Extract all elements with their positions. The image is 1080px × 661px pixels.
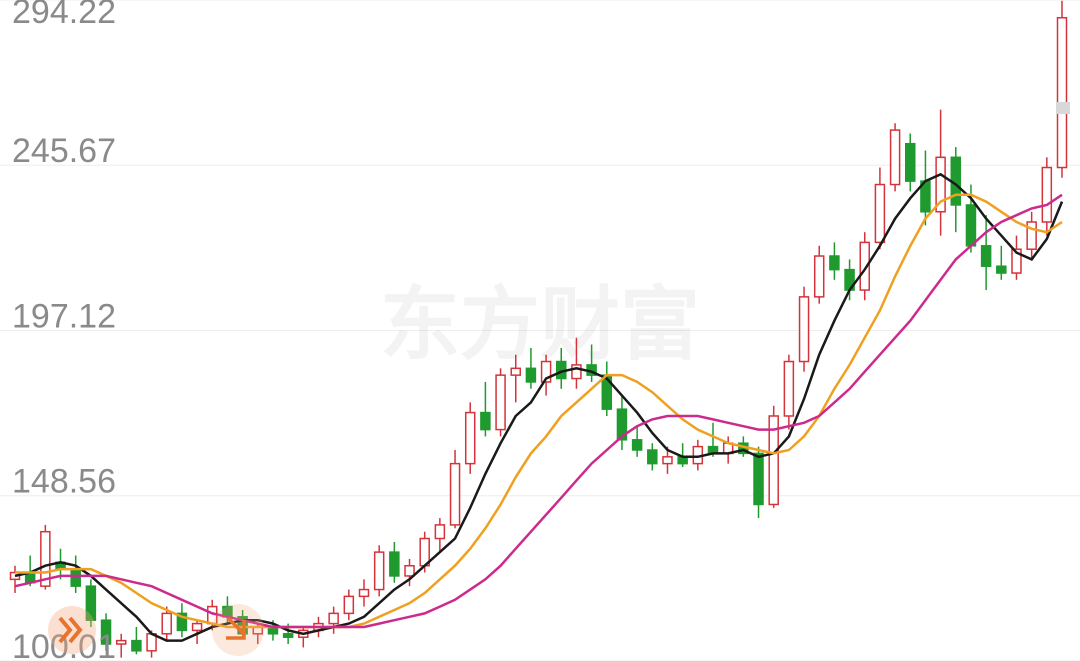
y-tick-label: 148.56	[12, 463, 116, 501]
ma-line	[15, 193, 1063, 629]
button-icon[interactable]	[58, 616, 83, 644]
candle-body	[131, 639, 142, 652]
ma-lines	[14, 172, 1064, 642]
candle-body	[889, 129, 901, 186]
ma-line	[14, 172, 1064, 642]
candle-body	[434, 524, 446, 540]
candle-body	[859, 241, 870, 291]
scroll-button[interactable]	[48, 604, 264, 656]
candle-body	[571, 364, 582, 380]
candles	[9, 0, 1068, 658]
candle-body	[768, 415, 779, 506]
candle-body	[480, 411, 491, 431]
watermark: 东方财富	[380, 278, 700, 371]
y-tick-label: 197.12	[12, 297, 116, 335]
price-marker	[1056, 102, 1070, 114]
candle-body	[282, 633, 294, 638]
y-tick-label: 245.67	[12, 132, 116, 170]
candle-body	[905, 142, 916, 182]
candle-body	[783, 360, 795, 417]
candle-body	[389, 551, 400, 577]
candle-body	[191, 622, 203, 632]
candle-body	[100, 619, 112, 645]
candle-body	[328, 612, 339, 625]
candle-body	[647, 449, 658, 465]
candle-body	[631, 439, 643, 451]
candle-body	[1056, 17, 1068, 169]
candle-body	[464, 411, 476, 465]
candle-body	[85, 585, 97, 621]
candle-body	[115, 639, 127, 645]
candle-body	[1026, 221, 1037, 250]
candle-body	[996, 265, 1007, 274]
ma-line	[14, 193, 1063, 629]
candle-body	[1011, 248, 1022, 274]
candle-body	[373, 551, 385, 591]
candle-body	[161, 612, 172, 635]
candle-body	[358, 588, 370, 598]
candle-body	[70, 568, 81, 587]
y-tick-label: 100.01	[12, 628, 116, 661]
candle-body	[404, 564, 415, 577]
candle-body	[343, 595, 355, 615]
candle-body	[616, 408, 628, 441]
candle-body	[798, 296, 810, 363]
y-tick-label: 294.22	[12, 0, 116, 31]
candle-body	[176, 612, 188, 632]
candle-body	[40, 530, 51, 587]
candle-body	[874, 183, 886, 244]
candle-body	[510, 367, 521, 376]
candle-body	[662, 456, 673, 465]
marker-icon	[226, 616, 246, 640]
candle-body	[965, 204, 977, 247]
candle-body	[980, 245, 992, 267]
candle-body	[753, 452, 764, 506]
candle-body	[935, 156, 946, 213]
y-labels: 294.22 245.67 197.12 148.56 100.01	[12, 0, 116, 661]
candle-body	[1041, 166, 1053, 223]
candle-body	[813, 255, 825, 298]
candle-body	[495, 374, 506, 431]
candle-body	[540, 360, 552, 383]
candle-body	[449, 462, 461, 526]
candle-body	[525, 367, 537, 383]
candle-body	[829, 255, 840, 271]
